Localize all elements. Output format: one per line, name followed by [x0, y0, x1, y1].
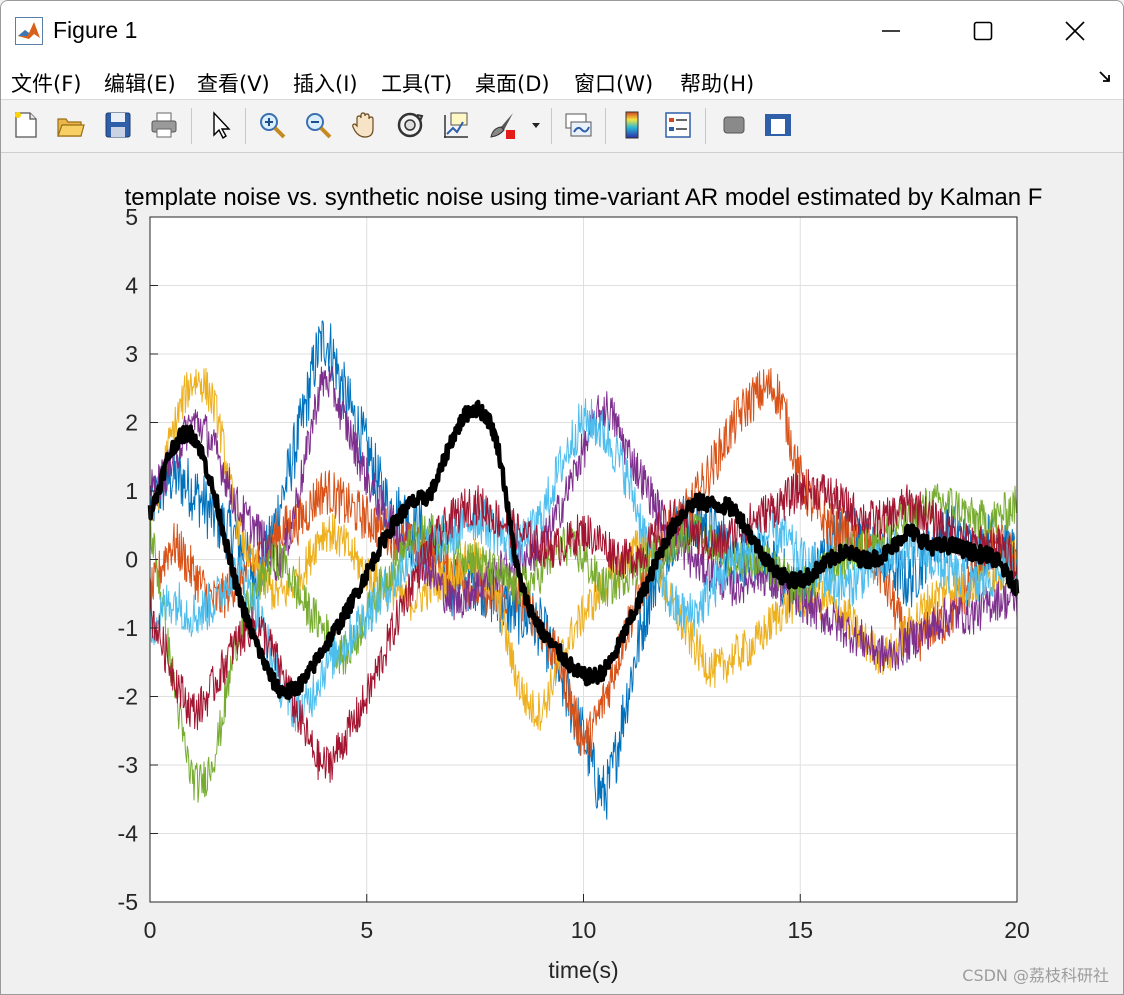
minimize-button[interactable]	[845, 1, 937, 61]
y-tick-label: -2	[118, 684, 138, 710]
show-plot-tools-icon	[765, 114, 791, 136]
y-tick-label: 0	[125, 547, 138, 573]
series-line-7	[149, 469, 1018, 783]
save-button[interactable]	[101, 108, 135, 142]
new-figure-button[interactable]	[9, 108, 43, 142]
series-line-5	[149, 483, 1018, 803]
menu-edit[interactable]: 编辑(E)	[104, 72, 176, 96]
brush-icon	[490, 113, 515, 139]
zoom-out-button[interactable]	[301, 108, 335, 142]
ticks: 0 5 10 15 20 -5 -4 -3 -2 -1 0 1 2 3 4 5	[118, 204, 1030, 943]
rotate-3d-button[interactable]	[393, 108, 427, 142]
y-tick-label: -3	[118, 752, 138, 778]
toolbar-separator	[551, 108, 552, 144]
matlab-logo-icon	[15, 17, 43, 45]
show-plot-tools-button[interactable]	[761, 108, 795, 142]
pan-button[interactable]	[347, 108, 381, 142]
window-title: Figure 1	[53, 17, 138, 43]
menu-file[interactable]: 文件(F)	[11, 72, 82, 96]
print-button[interactable]	[147, 108, 181, 142]
menu-help[interactable]: 帮助(H)	[680, 72, 755, 96]
figure-toolbar	[1, 100, 1123, 153]
y-tick-label: -5	[118, 889, 138, 915]
link-plot-button[interactable]	[561, 108, 595, 142]
y-tick-label: 1	[125, 478, 138, 504]
hide-plot-tools-icon	[723, 116, 745, 134]
y-tick-label: -4	[118, 821, 139, 847]
colorbar-icon	[625, 111, 639, 139]
y-tick-label: -1	[118, 615, 138, 641]
y-tick-label: 4	[125, 273, 138, 299]
y-tick-label: 5	[125, 204, 138, 230]
figure-canvas: 0 5 10 15 20 -5 -4 -3 -2 -1 0 1 2 3 4 5 template noise …	[1, 153, 1124, 995]
hide-plot-tools-button[interactable]	[717, 108, 751, 142]
brush-button[interactable]	[485, 108, 519, 142]
menu-desktop[interactable]: 桌面(D)	[475, 72, 550, 96]
x-tick-label: 20	[1004, 917, 1030, 943]
menu-insert[interactable]: 插入(I)	[293, 72, 358, 96]
dock-arrow-icon[interactable]	[1097, 69, 1113, 85]
legend-icon	[665, 112, 691, 138]
maximize-icon	[973, 21, 993, 41]
pan-hand-icon	[352, 112, 374, 138]
menu-tools[interactable]: 工具(T)	[381, 72, 453, 96]
series-layer	[147, 320, 1020, 820]
toolbar-separator	[605, 108, 606, 144]
toolbar-separator	[245, 108, 246, 144]
legend-button[interactable]	[661, 108, 695, 142]
y-tick-label: 2	[125, 410, 138, 436]
minimize-icon	[882, 30, 900, 32]
close-button[interactable]	[1029, 1, 1121, 61]
x-tick-label: 10	[571, 917, 597, 943]
new-figure-icon	[15, 112, 37, 138]
menu-bar: 文件(F) 编辑(E) 查看(V) 插入(I) 工具(T) 桌面(D) 窗口(W…	[1, 61, 1123, 100]
title-bar[interactable]: Figure 1	[1, 1, 1123, 61]
close-icon	[1065, 21, 1085, 41]
line-chart[interactable]: 0 5 10 15 20 -5 -4 -3 -2 -1 0 1 2 3 4 5 template noise …	[1, 153, 1124, 995]
x-tick-label: 15	[787, 917, 813, 943]
x-tick-label: 5	[360, 917, 373, 943]
brush-dropdown[interactable]	[527, 108, 545, 142]
pointer-button[interactable]	[203, 108, 237, 142]
series-line-8	[147, 399, 1020, 701]
x-axis-label: time(s)	[548, 957, 618, 983]
pointer-icon	[213, 111, 231, 140]
data-cursor-button[interactable]	[439, 108, 473, 142]
chevron-down-icon	[532, 123, 540, 128]
open-file-icon	[57, 118, 85, 137]
zoom-out-icon	[306, 113, 332, 139]
series-line-4	[149, 365, 1018, 673]
watermark: CSDN @荔枝科研社	[962, 966, 1109, 985]
save-icon	[105, 112, 131, 138]
zoom-in-button[interactable]	[255, 108, 289, 142]
colorbar-button[interactable]	[615, 108, 649, 142]
data-cursor-icon	[444, 112, 468, 138]
zoom-in-icon	[260, 113, 286, 139]
menu-view[interactable]: 查看(V)	[197, 72, 270, 96]
open-file-button[interactable]	[53, 108, 87, 142]
link-plot-icon	[565, 113, 592, 137]
menu-window[interactable]: 窗口(W)	[574, 72, 654, 96]
rotate-3d-icon	[397, 112, 424, 138]
print-icon	[151, 112, 177, 138]
x-tick-label: 0	[144, 917, 157, 943]
toolbar-separator	[705, 108, 706, 144]
toolbar-separator	[191, 108, 192, 144]
y-tick-label: 3	[125, 341, 138, 367]
maximize-button[interactable]	[937, 1, 1029, 61]
chart-title: template noise vs. synthetic noise using…	[125, 184, 1043, 211]
